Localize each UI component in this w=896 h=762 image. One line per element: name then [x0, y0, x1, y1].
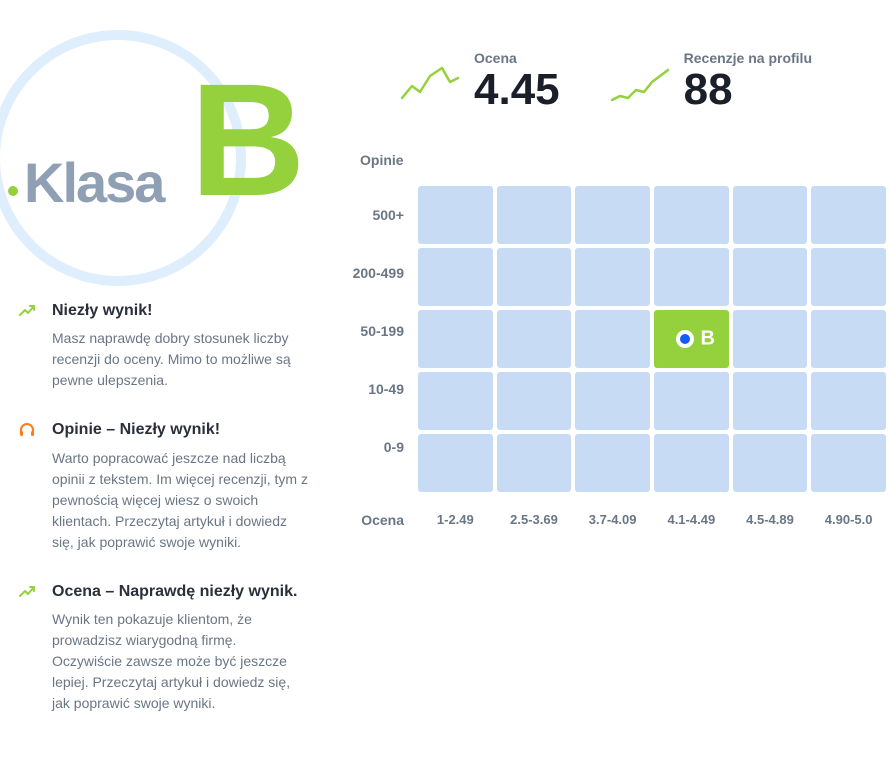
matrix-cell — [418, 186, 493, 244]
rating-matrix: Opinie 500+200-49950-19910-490-9 B Ocena… — [340, 152, 886, 528]
matrix-cell — [811, 310, 886, 368]
matrix-cell — [811, 186, 886, 244]
spark-icon — [400, 64, 460, 104]
matrix-cell — [497, 372, 572, 430]
trend-up-icon — [18, 583, 36, 714]
matrix-x-label: 4.1-4.49 — [654, 512, 729, 528]
marker-letter: B — [701, 328, 715, 351]
matrix-cell — [418, 434, 493, 492]
matrix-cell — [575, 310, 650, 368]
matrix-cell — [575, 372, 650, 430]
matrix-x-label: 2.5-3.69 — [497, 512, 572, 528]
matrix-cell — [497, 248, 572, 306]
spark-icon — [610, 64, 670, 104]
matrix-cell — [575, 434, 650, 492]
matrix-cell — [733, 186, 808, 244]
matrix-cell — [497, 434, 572, 492]
stat-rating-label: Ocena — [474, 50, 560, 66]
matrix-x-label: 4.90-5.0 — [811, 512, 886, 528]
matrix-y-labels: 500+200-49950-19910-490-9 — [340, 186, 418, 492]
matrix-y-label: 50-199 — [340, 302, 404, 360]
matrix-cell — [654, 186, 729, 244]
matrix-cell — [654, 372, 729, 430]
badge-grade-letter: B — [190, 60, 306, 220]
tip-description: Masz naprawdę dobry stosunek liczby rece… — [52, 328, 310, 391]
tip-title: Niezły wynik! — [52, 300, 310, 322]
matrix-y-label: 10-49 — [340, 360, 404, 418]
matrix-cell — [811, 372, 886, 430]
stat-reviews-label: Recenzje na profilu — [684, 50, 812, 66]
tip-title: Opinie – Niezły wynik! — [52, 419, 310, 441]
tip-body: Opinie – Niezły wynik! Warto popracować j… — [52, 419, 310, 552]
grade-badge: Klasa B — [10, 20, 310, 270]
matrix-cell — [418, 248, 493, 306]
matrix-cell — [497, 186, 572, 244]
tip-item: Niezły wynik! Masz naprawdę dobry stosune… — [18, 300, 310, 391]
stat-rating: Ocena 4.45 — [400, 50, 560, 112]
matrix-cell — [654, 434, 729, 492]
matrix-cell — [733, 310, 808, 368]
matrix-x-labels: 1-2.492.5-3.693.7-4.094.1-4.494.5-4.894.… — [418, 512, 886, 528]
matrix-cell — [733, 372, 808, 430]
matrix-cell — [418, 310, 493, 368]
tip-item: Opinie – Niezły wynik! Warto popracować j… — [18, 419, 310, 552]
matrix-y-title: Opinie — [360, 152, 886, 168]
matrix-x-label: 4.5-4.89 — [733, 512, 808, 528]
stat-reviews-value: 88 — [684, 68, 812, 112]
tip-title: Ocena – Naprawdę niezły wynik. — [52, 581, 310, 603]
matrix-cell — [654, 248, 729, 306]
matrix-cell — [418, 372, 493, 430]
matrix-cell — [575, 186, 650, 244]
stat-reviews: Recenzje na profilu 88 — [610, 50, 812, 112]
matrix-x-title: Ocena — [340, 512, 418, 528]
stat-rating-value: 4.45 — [474, 68, 560, 112]
matrix-cell: B — [654, 310, 729, 368]
matrix-y-label: 200-499 — [340, 244, 404, 302]
marker-dot — [680, 334, 690, 344]
matrix-y-label: 500+ — [340, 186, 404, 244]
tip-item: Ocena – Naprawdę niezły wynik. Wynik ten … — [18, 581, 310, 714]
matrix-cell — [811, 434, 886, 492]
tip-body: Ocena – Naprawdę niezły wynik. Wynik ten … — [52, 581, 310, 714]
matrix-x-label: 3.7-4.09 — [575, 512, 650, 528]
tip-description: Warto popracować jeszcze nad liczbą opin… — [52, 448, 310, 553]
trend-up-icon — [18, 302, 36, 391]
matrix-cell — [575, 248, 650, 306]
matrix-cell — [497, 310, 572, 368]
headphones-icon — [18, 421, 36, 552]
badge-label: Klasa — [24, 150, 163, 215]
tips-list: Niezły wynik! Masz naprawdę dobry stosune… — [10, 300, 310, 714]
matrix-cell — [733, 248, 808, 306]
badge-dot — [8, 186, 18, 196]
stats-row: Ocena 4.45 Recenzje na profilu 88 — [340, 50, 886, 112]
matrix-y-label: 0-9 — [340, 418, 404, 476]
matrix-cell — [811, 248, 886, 306]
tip-description: Wynik ten pokazuje klientom, że prowadzi… — [52, 609, 310, 714]
matrix-x-label: 1-2.49 — [418, 512, 493, 528]
matrix-grid: B — [418, 186, 886, 492]
tip-body: Niezły wynik! Masz naprawdę dobry stosune… — [52, 300, 310, 391]
matrix-marker — [676, 330, 694, 348]
matrix-cell — [733, 434, 808, 492]
